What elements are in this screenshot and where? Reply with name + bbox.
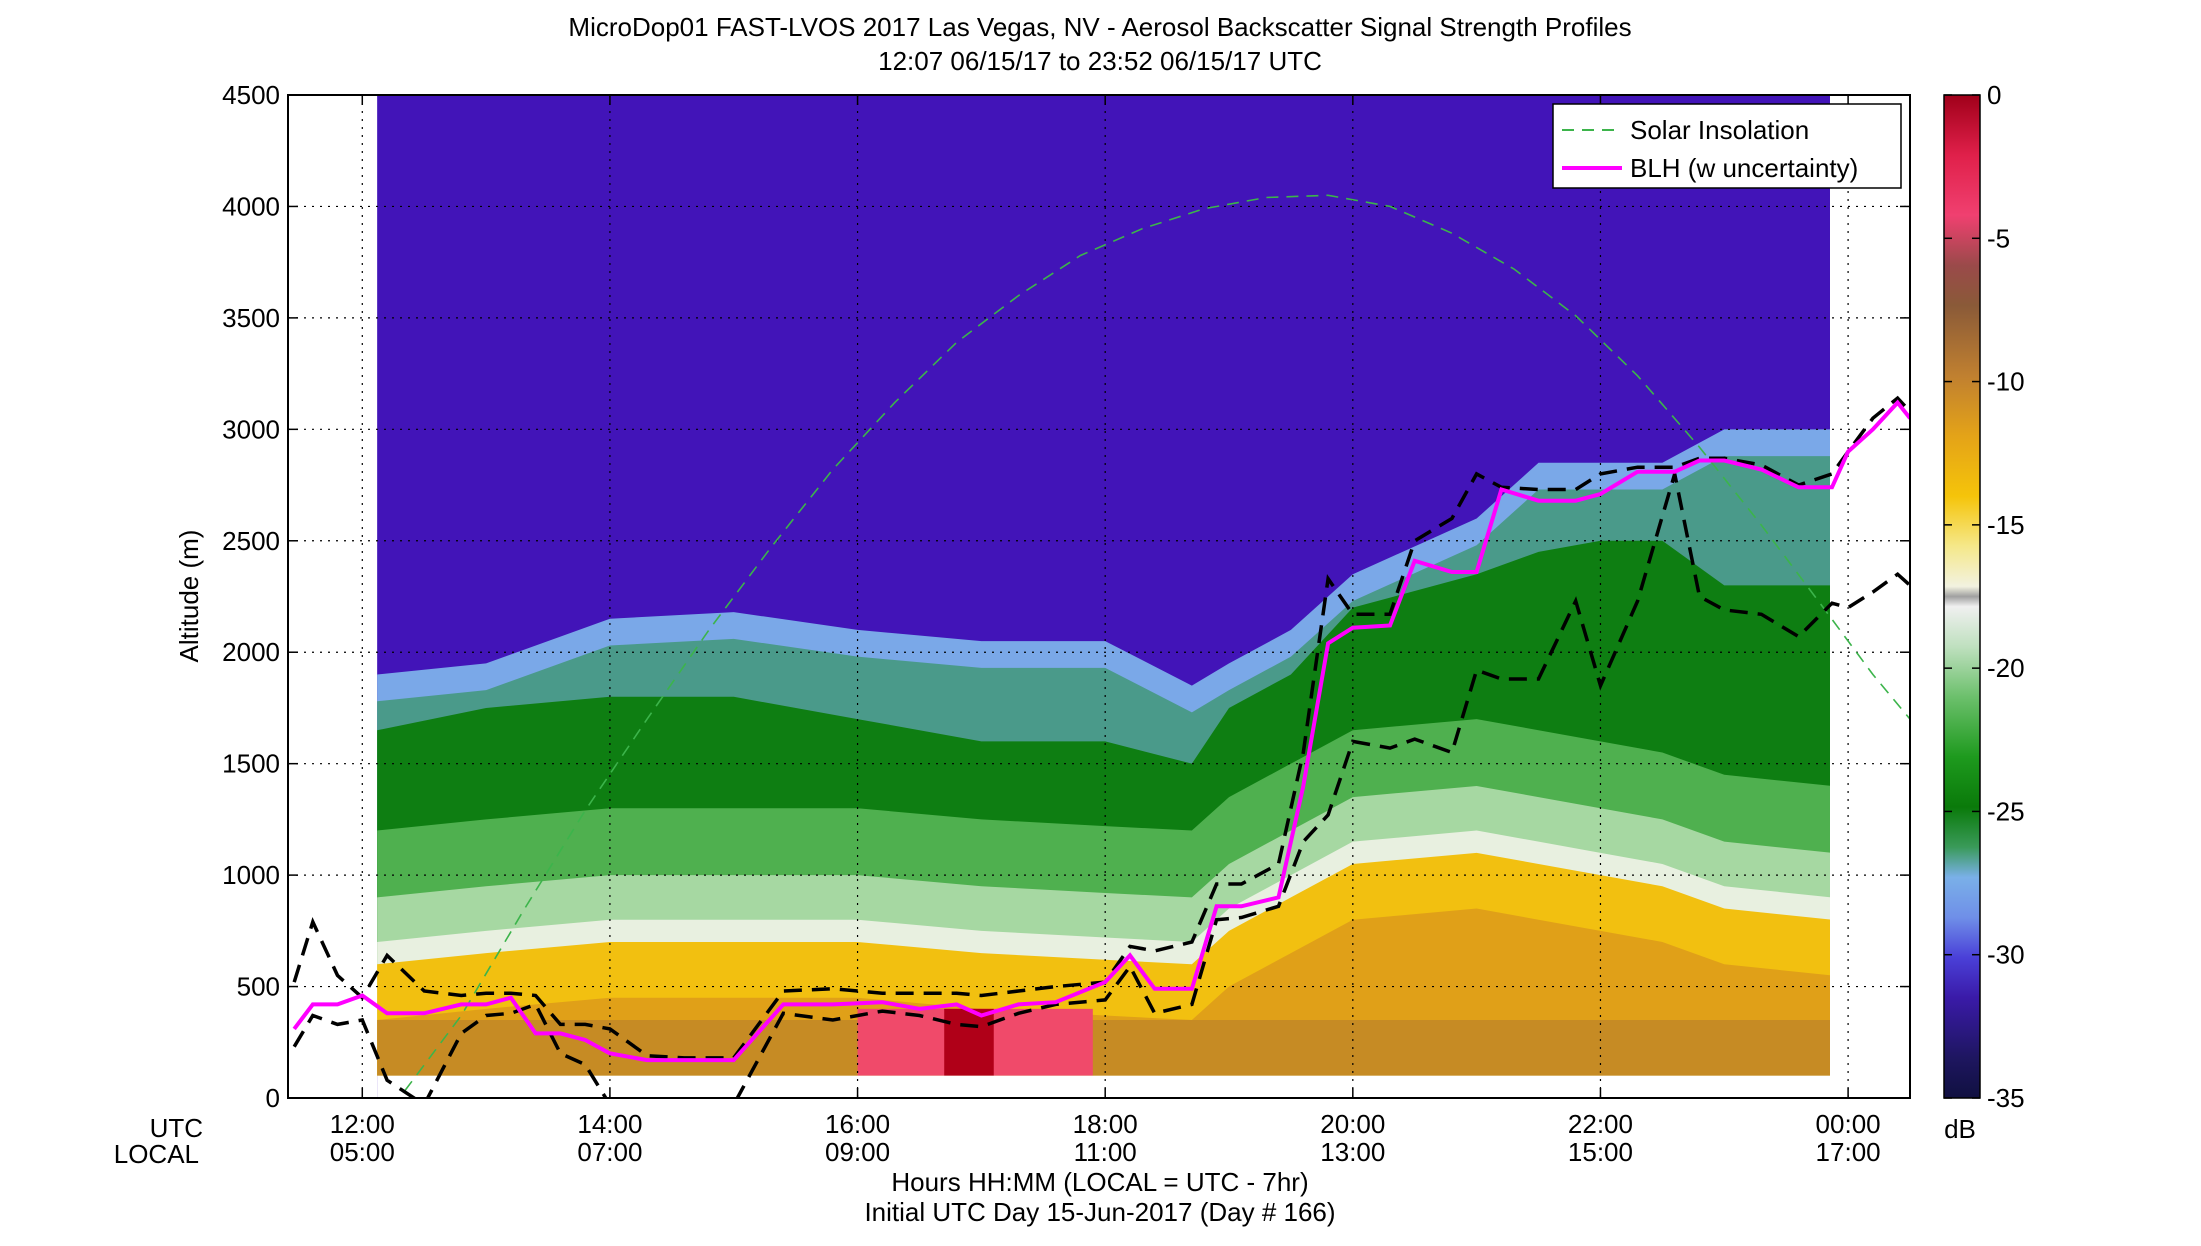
- x-row-label-utc: UTC: [150, 1113, 203, 1143]
- legend-blh-label: BLH (w uncertainty): [1630, 153, 1858, 183]
- x-tick-label-utc: 18:00: [1073, 1109, 1138, 1139]
- backscatter-heatmap: [377, 95, 1830, 1098]
- colorbar: [1943, 94, 1981, 1099]
- y-tick-label: 4500: [222, 80, 280, 110]
- chart-footer: Initial UTC Day 15-Jun-2017 (Day # 166): [864, 1197, 1335, 1227]
- chart-title: MicroDop01 FAST-LVOS 2017 Las Vegas, NV …: [568, 12, 1631, 42]
- colorbar-tick-label: -25: [1987, 796, 2025, 826]
- x-tick-label-local: 07:00: [577, 1137, 642, 1167]
- y-tick-label: 3000: [222, 414, 280, 444]
- heatmap-band-peak-return: [944, 1008, 994, 1076]
- x-tick-label-utc: 20:00: [1320, 1109, 1385, 1139]
- legend: Solar Insolation BLH (w uncertainty): [1552, 103, 1902, 189]
- x-tick-label-utc: 22:00: [1568, 1109, 1633, 1139]
- series-line-blh-upper: [292, 395, 1910, 1060]
- y-tick-label: 500: [237, 972, 280, 1002]
- y-tick-label: 1500: [222, 749, 280, 779]
- colorbar-tick-label: -20: [1987, 653, 2025, 683]
- chart-subtitle: 12:07 06/15/17 to 23:52 06/15/17 UTC: [878, 46, 1322, 76]
- x-tick-label-utc: 12:00: [330, 1109, 395, 1139]
- colorbar-tick-label: -5: [1987, 223, 2010, 253]
- y-tick-label: 4000: [222, 191, 280, 221]
- y-tick-label: 0: [266, 1083, 280, 1113]
- x-axis-label: Hours HH:MM (LOCAL = UTC - 7hr): [891, 1167, 1308, 1197]
- x-tick-label-local: 09:00: [825, 1137, 890, 1167]
- x-row-label-local: LOCAL: [114, 1139, 199, 1169]
- x-tick-label-local: 17:00: [1816, 1137, 1881, 1167]
- colorbar-tick-label: -10: [1987, 367, 2025, 397]
- colorbar-tick-label: -15: [1987, 510, 2025, 540]
- colorbar-ticks: 0 -5 -10 -15 -20 -25 -30 -35: [1944, 80, 2025, 1113]
- x-tick-label-local: 05:00: [330, 1137, 395, 1167]
- series-line-solar-insolation: [398, 194, 1910, 1098]
- y-axis: 0 500 1000 1500 2000 2500 3000 3500 4000 4500: [222, 80, 1910, 1113]
- colorbar-tick-label: 0: [1987, 80, 2001, 110]
- colorbar-tick-label: -35: [1987, 1083, 2025, 1113]
- y-tick-label: 3500: [222, 303, 280, 333]
- legend-box: [1552, 103, 1902, 189]
- x-tick-label-local: 13:00: [1320, 1137, 1385, 1167]
- heatmap-band-near-surface: [377, 1019, 1830, 1076]
- series-line-blh: [292, 399, 1910, 1063]
- x-tick-label-local: 15:00: [1568, 1137, 1633, 1167]
- x-tick-label-utc: 16:00: [825, 1109, 890, 1139]
- legend-solar-label: Solar Insolation: [1630, 115, 1809, 145]
- colorbar-tick-label: -30: [1987, 940, 2025, 970]
- series-line-blh-lower: [292, 473, 1910, 1098]
- x-tick-label-local: 11:00: [1074, 1137, 1137, 1167]
- y-axis-label: Altitude (m): [174, 530, 204, 663]
- x-tick-label-utc: 14:00: [577, 1109, 642, 1139]
- colorbar-unit: dB: [1944, 1114, 1976, 1144]
- y-tick-label: 2500: [222, 526, 280, 556]
- x-tick-label-utc: 00:00: [1816, 1109, 1881, 1139]
- y-tick-label: 2000: [222, 637, 280, 667]
- series-lines: [292, 194, 1910, 1098]
- plot-frame: [287, 94, 1911, 1099]
- y-tick-label: 1000: [222, 860, 280, 890]
